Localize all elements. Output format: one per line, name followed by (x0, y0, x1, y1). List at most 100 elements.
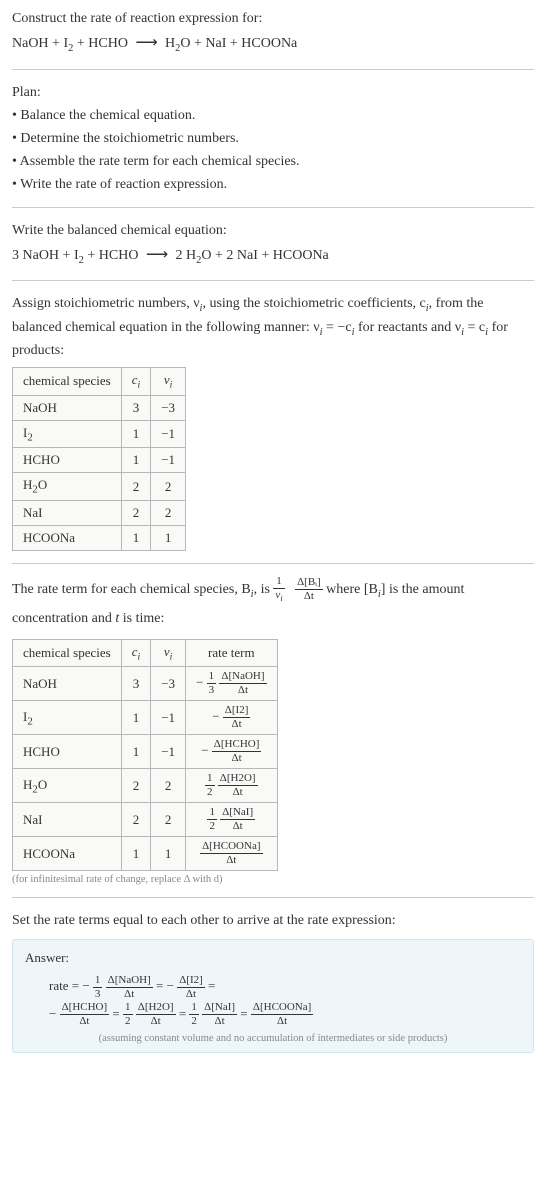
frac-1-over-vi: 1νi (273, 576, 284, 603)
cell-ci: 3 (121, 395, 151, 420)
answer-note: (assuming constant volume and no accumul… (25, 1033, 521, 1044)
frac-den: Δt (218, 786, 258, 798)
bal-lhs: 3 NaOH + I (12, 248, 79, 263)
bal-rhs2: O + 2 NaI + HCOONa (201, 248, 328, 263)
frac-den: Δt (60, 1015, 110, 1027)
cell-species: NaOH (13, 667, 122, 701)
assign-text: Assign stoichiometric numbers, ν (12, 296, 200, 311)
cell-vi: −3 (151, 667, 186, 701)
plan-item: • Determine the stoichiometric numbers. (12, 128, 534, 149)
cell-rate-term: 12 Δ[H2O]Δt (186, 769, 277, 803)
frac-num: Δ[NaI] (220, 807, 255, 820)
cell-ci: 2 (121, 769, 151, 803)
cell-vi: −1 (151, 448, 186, 473)
frac-den: 3 (207, 684, 217, 696)
cell-ci: 1 (121, 525, 151, 550)
answer-equation: rate = − 13 Δ[NaOH]Δt = − Δ[I2]Δt = − Δ[… (25, 972, 521, 1027)
col-rate-term: rate term (186, 639, 277, 667)
answer-box: Answer: rate = − 13 Δ[NaOH]Δt = − Δ[I2]Δ… (12, 939, 534, 1053)
table-row: H2O22 (13, 473, 186, 501)
frac-den: Δt (177, 988, 205, 1000)
cell-species: HCHO (13, 448, 122, 473)
stoich-table: chemical species ci νi NaOH3−3 I2 1 −1HCHO1… (12, 367, 186, 551)
fraction: Δ[NaI]Δt (202, 1002, 237, 1027)
fraction: Δ[NaI]Δt (220, 807, 255, 832)
frac-num: 1 (207, 671, 217, 684)
frac-num: Δ[NaOH] (106, 975, 153, 988)
divider (12, 207, 534, 208)
assign-title: Assign stoichiometric numbers, νi, using… (12, 293, 534, 361)
frac-den: 3 (93, 988, 103, 1000)
cell-rate-term: 12 Δ[NaI]Δt (186, 803, 277, 837)
cell-ci: 1 (121, 735, 151, 769)
frac-den: Δt (200, 854, 262, 866)
frac-den: 2 (207, 820, 217, 832)
construct-title: Construct the rate of reaction expressio… (12, 8, 534, 29)
cell-rate-term: − Δ[HCHO]Δt (186, 735, 277, 769)
arrow-icon: ⟶ (142, 246, 172, 263)
balanced-title: Write the balanced chemical equation: (12, 220, 534, 241)
frac-den: Δt (295, 590, 323, 602)
table-row: HCHO1−1− Δ[HCHO]Δt (13, 735, 278, 769)
fraction: 13 (93, 975, 103, 1000)
cell-species: HCOONa (13, 525, 122, 550)
col-species: chemical species (13, 368, 122, 396)
fraction: Δ[HCHO]Δt (212, 739, 262, 764)
frac-num: Δ[I2] (177, 975, 205, 988)
frac-num: 1 (207, 807, 217, 820)
assign-section: Assign stoichiometric numbers, νi, using… (12, 293, 534, 551)
fraction: Δ[HCOONa]Δt (251, 1002, 313, 1027)
cell-vi: 2 (151, 500, 186, 525)
cell-ci: 3 (121, 667, 151, 701)
frac-den: Δt (251, 1015, 313, 1027)
col-vi: νi (151, 639, 186, 667)
fraction: Δ[I2]Δt (223, 705, 251, 730)
col-species: chemical species (13, 639, 122, 667)
frac-num: Δ[NaOH] (219, 671, 266, 684)
cell-ci: 2 (121, 473, 151, 501)
frac-num: 1 (189, 1002, 199, 1015)
plan-item: • Write the rate of reaction expression. (12, 174, 534, 195)
table-row: NaI2212 Δ[NaI]Δt (13, 803, 278, 837)
frac-den: Δt (106, 988, 153, 1000)
cell-species: NaOH (13, 395, 122, 420)
divider (12, 280, 534, 281)
cell-vi: 2 (151, 473, 186, 501)
construct-equation: NaOH + I2 + HCHO ⟶ H2O + NaI + HCOONa (12, 31, 534, 57)
cell-species: I2 (13, 420, 122, 448)
frac-den: Δt (136, 1015, 176, 1027)
cell-rate-term: − 13 Δ[NaOH]Δt (186, 667, 277, 701)
fraction: 12 (207, 807, 217, 832)
frac-den: Δt (212, 752, 262, 764)
table-header-row: chemical species ci νi (13, 368, 186, 396)
eq-rhs1: H (162, 36, 176, 51)
arrow-icon: ⟶ (131, 34, 161, 51)
frac-den: 2 (123, 1015, 133, 1027)
plan-section: Plan: • Balance the chemical equation. •… (12, 82, 534, 195)
final-title: Set the rate terms equal to each other t… (12, 910, 534, 931)
cell-rate-term: − Δ[I2]Δt (186, 701, 277, 735)
fraction: Δ[H2O]Δt (136, 1002, 176, 1027)
fraction: 13 (207, 671, 217, 696)
cell-species: NaI (13, 500, 122, 525)
table-row: HCHO1−1 (13, 448, 186, 473)
frac-den: Δt (223, 718, 251, 730)
cell-vi: −3 (151, 395, 186, 420)
divider (12, 563, 534, 564)
table-row: NaOH3−3− 13 Δ[NaOH]Δt (13, 667, 278, 701)
frac-den: 2 (189, 1015, 199, 1027)
cell-ci: 1 (121, 837, 151, 871)
cell-ci: 2 (121, 803, 151, 837)
fraction: Δ[NaOH]Δt (106, 975, 153, 1000)
table-row: HCOONa11Δ[HCOONa]Δt (13, 837, 278, 871)
cell-species: H2O (13, 473, 122, 501)
cell-species: H2O (13, 769, 122, 803)
frac-den: Δt (219, 684, 266, 696)
fraction: 12 (205, 773, 215, 798)
final-section: Set the rate terms equal to each other t… (12, 910, 534, 1053)
rateterm-text: is time: (119, 611, 164, 626)
rateterm-section: The rate term for each chemical species,… (12, 576, 534, 885)
plan-title: Plan: (12, 82, 534, 103)
frac-num: Δ[HCHO] (60, 1002, 110, 1015)
frac-den: Δt (220, 820, 255, 832)
